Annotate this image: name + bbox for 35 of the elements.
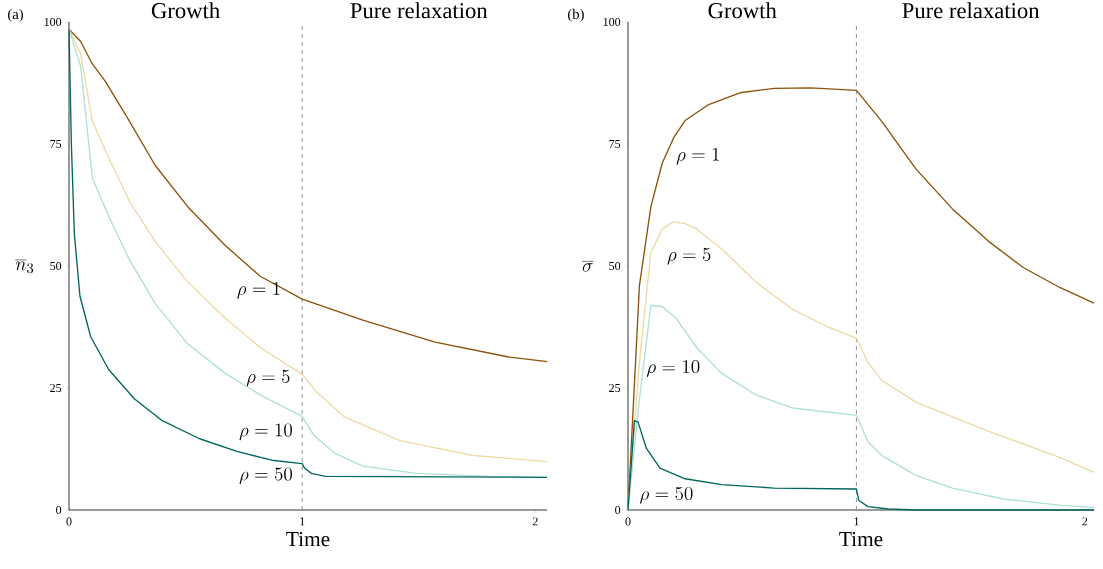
series-label: $\rho = 1$ [676, 147, 719, 165]
chart-title: (a) [8, 8, 24, 22]
y-tick-label: 75 [609, 140, 621, 148]
series-label: $\rho = 10$ [239, 423, 292, 441]
series-label: $\rho = 50$ [239, 467, 292, 485]
y-tick-label: 25 [50, 383, 62, 393]
y-axis-title: $\overline{n}_3$ [15, 259, 34, 274]
x-tick-label: 1 [300, 517, 305, 526]
x-axis-title: Time [286, 531, 330, 547]
y-tick-label: 0 [615, 505, 621, 515]
line-series [68, 28, 548, 363]
text: Growth [708, 2, 777, 19]
y-tick-label: 50 [50, 261, 62, 271]
y-tick-label: 25 [609, 383, 621, 393]
x-axis-title: Time [839, 531, 883, 547]
series-label: $\rho = 1$ [237, 281, 280, 299]
chart-title: (b) [568, 8, 584, 22]
text: Pure relaxation [902, 2, 1040, 19]
series-label: $\rho = 50$ [640, 486, 693, 504]
series-label: $\rho = 10$ [646, 360, 700, 377]
x-tick-label: 0 [66, 517, 72, 526]
y-axis-title: $\overline{\sigma}$ [582, 261, 594, 272]
y-tick-label: 0 [56, 505, 62, 515]
x-tick-label: 2 [532, 517, 538, 526]
y-tick-label: 50 [609, 261, 621, 271]
y-tick-label: 100 [44, 17, 62, 27]
x-tick-label: 1 [854, 517, 859, 526]
text: Growth [151, 2, 220, 19]
y-tick-label: 100 [603, 17, 621, 27]
text: Pure relaxation [350, 2, 488, 19]
x-tick-label: 0 [625, 517, 631, 526]
y-tick-label: 75 [50, 140, 62, 148]
x-tick-label: 2 [1082, 517, 1088, 526]
series-label: $\rho = 5$ [246, 369, 290, 387]
series-label: $\rho = 5$ [667, 247, 711, 265]
